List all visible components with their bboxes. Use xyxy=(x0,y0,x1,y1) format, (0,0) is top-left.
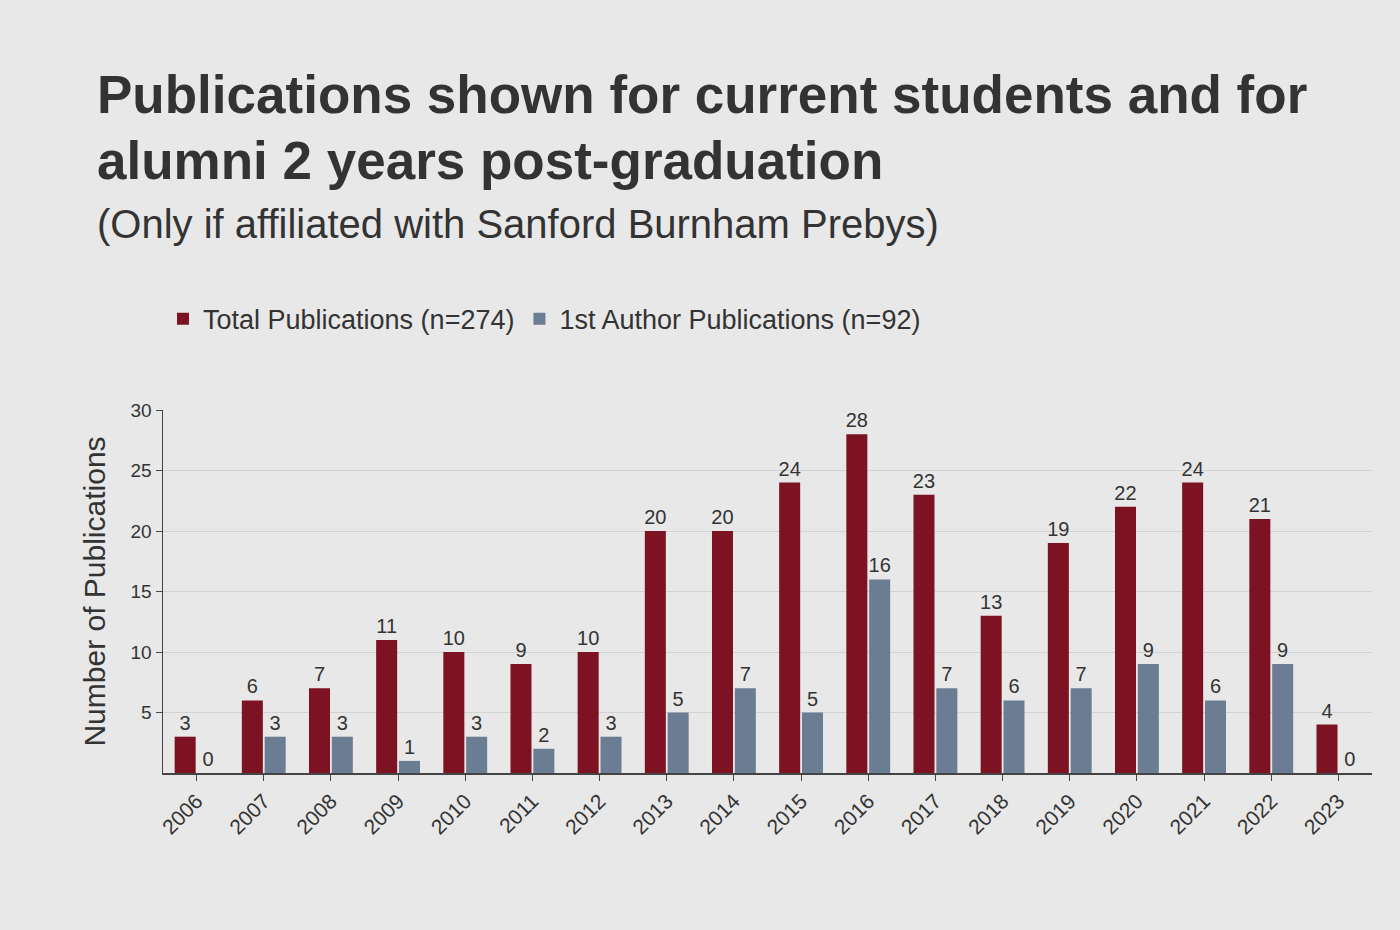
svg-text:2012: 2012 xyxy=(561,789,610,838)
svg-text:2008: 2008 xyxy=(292,789,341,838)
html-text:Publications shown for current: Publications shown for current students … xyxy=(97,65,1308,190)
svg-text:1st Author Publications (n=92): 1st Author Publications (n=92) xyxy=(559,305,920,335)
svg-text:24: 24 xyxy=(779,458,801,480)
svg-text:10: 10 xyxy=(443,627,465,649)
svg-text:2016: 2016 xyxy=(829,789,878,838)
svg-text:20: 20 xyxy=(131,521,152,542)
svg-text:2023: 2023 xyxy=(1299,789,1348,838)
svg-text:3: 3 xyxy=(471,712,482,734)
svg-text:23: 23 xyxy=(913,470,935,492)
svg-text:Total Publications (n=274): Total Publications (n=274) xyxy=(203,305,514,335)
svg-text:9: 9 xyxy=(1143,639,1154,661)
svg-text:2019: 2019 xyxy=(1031,789,1080,838)
svg-text:20: 20 xyxy=(711,506,733,528)
svg-text:15: 15 xyxy=(131,581,152,602)
svg-text:2018: 2018 xyxy=(964,789,1013,838)
svg-text:2022: 2022 xyxy=(1232,789,1281,838)
svg-text:10: 10 xyxy=(131,642,152,663)
svg-text:16: 16 xyxy=(869,554,891,576)
svg-text:19: 19 xyxy=(1047,518,1069,540)
svg-text:2021: 2021 xyxy=(1165,789,1214,838)
svg-text:0: 0 xyxy=(202,748,213,770)
svg-text:2013: 2013 xyxy=(628,789,677,838)
svg-text:6: 6 xyxy=(1008,675,1019,697)
svg-text:5: 5 xyxy=(807,688,818,710)
svg-text:30: 30 xyxy=(131,400,152,421)
svg-text:3: 3 xyxy=(270,712,281,734)
svg-text:24: 24 xyxy=(1182,458,1204,480)
svg-text:3: 3 xyxy=(337,712,348,734)
svg-text:20: 20 xyxy=(644,506,666,528)
svg-text:6: 6 xyxy=(1210,675,1221,697)
svg-text:2007: 2007 xyxy=(225,789,274,838)
svg-text:25: 25 xyxy=(131,460,152,481)
svg-text:2015: 2015 xyxy=(762,789,811,838)
svg-text:9: 9 xyxy=(515,639,526,661)
svg-text:4: 4 xyxy=(1321,700,1332,722)
svg-text:Number of Publications: Number of Publications xyxy=(78,436,111,746)
svg-text:2010: 2010 xyxy=(426,789,475,838)
svg-text:2017: 2017 xyxy=(896,789,945,838)
svg-text:2: 2 xyxy=(538,724,549,746)
svg-text:2006: 2006 xyxy=(158,789,207,838)
html-text:(Only if affiliated with Sanfo: (Only if affiliated with Sanford Burnham… xyxy=(97,202,939,246)
svg-text:2020: 2020 xyxy=(1098,789,1147,838)
svg-text:0: 0 xyxy=(1344,748,1355,770)
svg-text:3: 3 xyxy=(180,712,191,734)
svg-text:5: 5 xyxy=(141,702,152,723)
svg-text:21: 21 xyxy=(1249,494,1271,516)
svg-text:2014: 2014 xyxy=(695,789,745,839)
svg-text:13: 13 xyxy=(980,591,1002,613)
svg-text:22: 22 xyxy=(1114,482,1136,504)
svg-text:6: 6 xyxy=(247,675,258,697)
svg-text:7: 7 xyxy=(941,663,952,685)
svg-text:5: 5 xyxy=(673,688,684,710)
svg-text:9: 9 xyxy=(1277,639,1288,661)
svg-text:2011: 2011 xyxy=(494,789,542,837)
svg-text:11: 11 xyxy=(376,615,397,637)
svg-text:28: 28 xyxy=(846,409,868,431)
svg-text:7: 7 xyxy=(1076,663,1087,685)
svg-text:7: 7 xyxy=(314,663,325,685)
svg-text:3: 3 xyxy=(605,712,616,734)
svg-text:1: 1 xyxy=(404,736,415,758)
svg-text:2009: 2009 xyxy=(359,789,408,838)
svg-text:10: 10 xyxy=(577,627,599,649)
svg-text:7: 7 xyxy=(740,663,751,685)
